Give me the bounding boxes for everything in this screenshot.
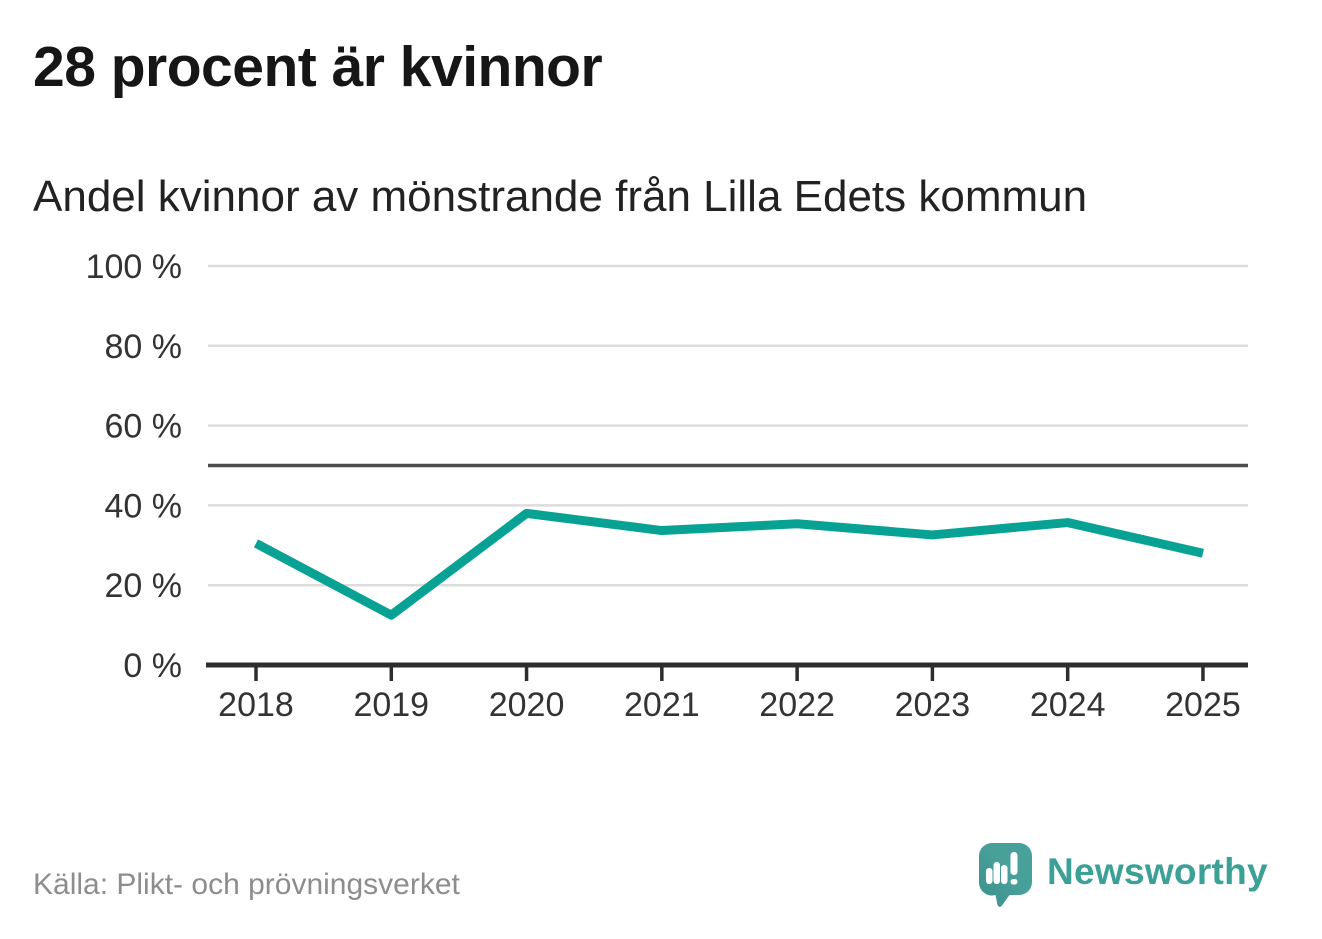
x-tick-label-2023: 2023 — [895, 686, 971, 724]
x-tick-label-2024: 2024 — [1030, 686, 1106, 724]
y-tick-label-40: 40 % — [105, 487, 183, 525]
data-line-andel-kvinnor-av-m-nstrande — [253, 508, 1204, 620]
x-tick-label-2021: 2021 — [624, 686, 700, 724]
x-tick-label-2022: 2022 — [759, 686, 835, 724]
logo-exclamation-dot — [1010, 879, 1018, 885]
y-tick-label-60: 60 % — [105, 408, 183, 446]
x-tick-label-2025: 2025 — [1165, 686, 1241, 724]
logo-bar-1 — [986, 868, 993, 884]
y-tick-label-80: 80 % — [105, 328, 183, 366]
y-tick-label-0: 0 % — [123, 647, 182, 685]
newsworthy-logo: Newsworthy — [979, 841, 1268, 911]
y-tick-label-20: 20 % — [105, 567, 183, 605]
x-tick-label-2019: 2019 — [353, 686, 429, 724]
x-tick-label-2020: 2020 — [489, 686, 565, 724]
y-tick-label-100: 100 % — [86, 248, 182, 286]
source-caption: Källa: Plikt- och prövningsverket — [33, 868, 460, 901]
x-tick-label-2018: 2018 — [218, 686, 294, 724]
chart-subtitle: Andel kvinnor av mönstrande från Lilla E… — [33, 172, 1088, 221]
newsworthy-logo-icon — [979, 843, 1032, 907]
logo-bar-3 — [1001, 865, 1008, 884]
logo-exclamation-bar — [1010, 852, 1018, 875]
chart-title: 28 procent är kvinnor — [33, 35, 603, 99]
logo-bar-2 — [993, 862, 1000, 884]
newsworthy-wordmark: Newsworthy — [1047, 851, 1268, 892]
